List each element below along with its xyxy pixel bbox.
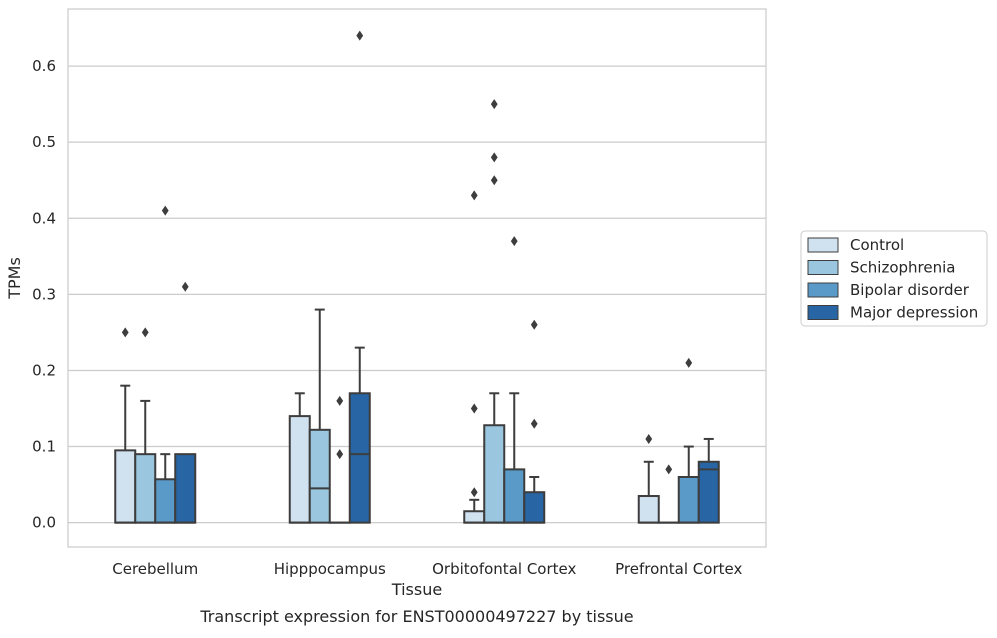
outlier-point <box>685 358 692 368</box>
x-tick-label: Orbitofontal Cortex <box>432 560 576 578</box>
iqr-box <box>504 469 524 522</box>
iqr-box <box>175 454 195 522</box>
box-group <box>330 396 350 523</box>
iqr-box <box>484 425 504 522</box>
y-tick-label: 0.6 <box>32 57 56 75</box>
outlier-point <box>491 152 498 162</box>
box-group <box>464 190 484 522</box>
outlier-point <box>336 449 343 459</box>
legend-swatch <box>808 306 838 320</box>
iqr-box <box>310 430 330 523</box>
box-group <box>310 310 330 523</box>
outlier-point <box>356 31 363 41</box>
y-tick-labels: 0.0 0.1 0.2 0.3 0.4 0.5 0.6 <box>32 57 56 532</box>
box-group <box>350 31 370 523</box>
outlier-point <box>531 419 538 429</box>
outlier-point <box>491 99 498 109</box>
y-tick-label: 0.1 <box>32 438 56 456</box>
box-group <box>504 236 524 523</box>
y-tick-label: 0.0 <box>32 514 56 532</box>
grid-layer <box>68 66 766 523</box>
y-axis-label: TPMs <box>5 257 24 300</box>
legend-swatch <box>808 261 838 275</box>
iqr-box <box>524 492 544 522</box>
iqr-box <box>464 511 484 522</box>
x-axis-label: Tissue <box>391 580 442 599</box>
y-tick-label: 0.3 <box>32 285 56 303</box>
box-group <box>135 327 155 522</box>
outlier-point <box>511 236 518 246</box>
y-tick-label: 0.5 <box>32 133 56 151</box>
iqr-box <box>679 477 699 523</box>
outlier-point <box>471 487 478 497</box>
x-tick-label: Hipppocampus <box>274 560 386 578</box>
outlier-point <box>491 175 498 185</box>
outlier-point <box>665 464 672 474</box>
outlier-point <box>142 327 149 337</box>
box-group <box>524 320 544 523</box>
outlier-point <box>471 404 478 414</box>
box-group <box>290 393 310 522</box>
legend-label: Schizophrenia <box>850 259 955 277</box>
box-layer <box>115 31 719 523</box>
legend-swatch <box>808 283 838 297</box>
box-group <box>639 434 659 523</box>
y-tick-label: 0.4 <box>32 209 56 227</box>
outlier-point <box>182 282 189 292</box>
box-group <box>679 358 699 523</box>
outlier-point <box>645 434 652 444</box>
box-group <box>115 327 135 522</box>
outlier-point <box>162 206 169 216</box>
x-tick-label: Prefrontal Cortex <box>615 560 742 578</box>
iqr-box <box>155 479 175 522</box>
x-tick-labels: Cerebellum Hipppocampus Orbitofontal Corte… <box>112 560 742 578</box>
legend: Control Schizophrenia Bipolar disorder Majo… <box>801 231 987 326</box>
box-group <box>175 282 195 523</box>
outlier-point <box>531 320 538 330</box>
outlier-point <box>471 190 478 200</box>
box-group <box>699 439 719 523</box>
iqr-box <box>350 393 370 522</box>
plot-frame <box>68 9 766 547</box>
legend-label: Bipolar disorder <box>850 281 970 299</box>
chart-caption: Transcript expression for ENST0000049722… <box>199 607 633 626</box>
legend-swatch <box>808 238 838 252</box>
x-tick-label: Cerebellum <box>112 560 198 578</box>
outlier-point <box>122 327 129 337</box>
box-group <box>659 464 679 522</box>
iqr-box <box>135 454 155 522</box>
outlier-point <box>336 396 343 406</box>
y-tick-label: 0.2 <box>32 361 56 379</box>
legend-label: Control <box>850 236 904 254</box>
box-group <box>155 206 175 523</box>
legend-label: Major depression <box>850 304 978 322</box>
box-group <box>484 99 504 523</box>
iqr-box <box>699 462 719 523</box>
iqr-box <box>115 450 135 522</box>
iqr-box <box>290 416 310 523</box>
iqr-box <box>639 496 659 523</box>
